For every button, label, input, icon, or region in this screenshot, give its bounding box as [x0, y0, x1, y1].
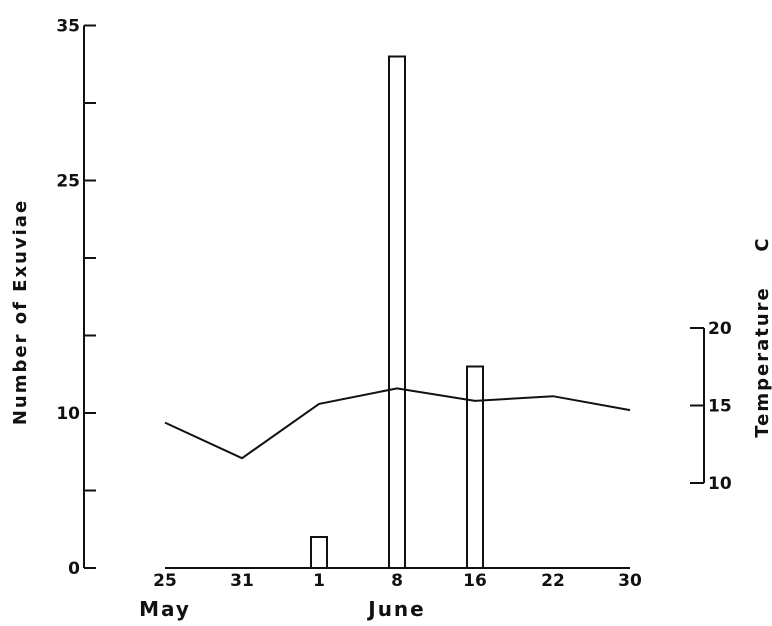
left-axis: 0 10 25 35 [56, 17, 96, 579]
right-axis: 10 15 20 [690, 319, 732, 494]
exuviae-bar [388, 55, 406, 569]
x-axis-tick-label: 8 [391, 571, 403, 591]
x-axis-tick-label: 30 [618, 571, 642, 591]
exuviae-bar [466, 365, 484, 569]
right-axis-tick-label: 15 [708, 397, 732, 417]
x-axis-tick-label: 22 [541, 571, 565, 591]
left-axis-tick-label: 10 [56, 404, 80, 424]
left-axis-title: Number of Exuviae [10, 199, 31, 425]
x-axis-tick-label: 16 [463, 571, 487, 591]
exuviae-bar [310, 536, 328, 569]
right-axis-title: Temperature [752, 286, 772, 437]
right-axis-tick-label: 10 [708, 474, 732, 494]
temperature-series [164, 387, 631, 460]
month-label: May [139, 597, 191, 621]
temperature-line [164, 387, 631, 460]
x-axis: 25 31 1 8 16 22 30 May June [139, 567, 642, 621]
left-axis-tick-label: 0 [68, 559, 80, 579]
x-axis-tick-label: 31 [230, 571, 254, 591]
month-label: June [366, 597, 425, 621]
bar-series [310, 55, 484, 569]
left-axis-tick-label: 25 [56, 172, 80, 192]
right-axis-unit: C [752, 236, 772, 251]
x-axis-tick-label: 25 [153, 571, 177, 591]
x-axis-tick-label: 1 [313, 571, 325, 591]
left-axis-tick-label: 35 [56, 17, 80, 37]
right-axis-tick-label: 20 [708, 319, 732, 339]
